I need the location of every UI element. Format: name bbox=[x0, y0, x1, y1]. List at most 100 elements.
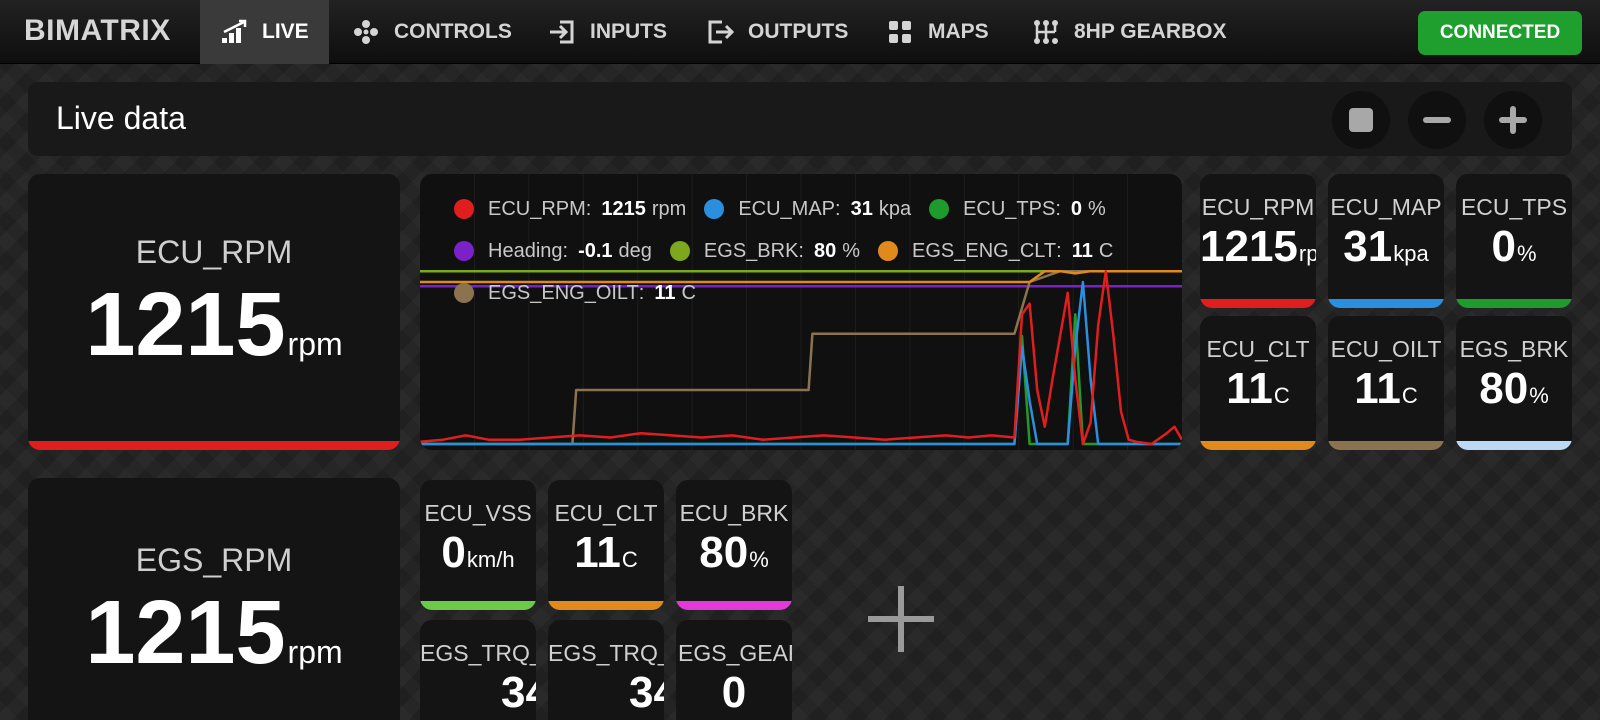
gauge-label: ECU_BRK bbox=[679, 500, 789, 526]
legend-series-unit: deg bbox=[618, 239, 652, 262]
legend-series-name: EGS_ENG_OILT bbox=[488, 281, 639, 304]
input-arrow-icon bbox=[548, 18, 576, 46]
legend-series-unit: kpa bbox=[878, 197, 912, 220]
gamepad-icon bbox=[352, 18, 380, 46]
gauge-color-bar bbox=[548, 601, 664, 610]
gauge-tile-ecu-clt-2[interactable]: ECU_CLT 11C bbox=[548, 480, 664, 610]
gauge-tile-ecu-rpm-small[interactable]: ECU_RPM 1215rpm bbox=[1200, 174, 1316, 308]
gauge-number: 0 bbox=[1491, 222, 1516, 271]
gauge-number: 1215 bbox=[85, 275, 286, 375]
series-line-egs-eng-oilt bbox=[420, 269, 1182, 446]
gauge-number: 11 bbox=[574, 528, 621, 577]
legend-item-egs-eng-oilt[interactable]: EGS_ENG_OILT:11 C bbox=[454, 282, 696, 305]
gauge-unit: % bbox=[1516, 241, 1537, 266]
nav-tab-controls[interactable]: CONTROLS bbox=[332, 0, 532, 64]
gauge-color-bar bbox=[1456, 299, 1572, 308]
legend-series-value: 1215 bbox=[601, 197, 646, 220]
gauge-tile-egs-rpm[interactable]: EGS_RPM 1215rpm bbox=[28, 478, 400, 720]
gauge-number: 34 bbox=[501, 668, 536, 717]
legend-item-heading[interactable]: Heading: -0.1 deg bbox=[454, 240, 652, 263]
gauge-label: EGS_RPM bbox=[135, 542, 293, 578]
gauge-tile-ecu-brk[interactable]: ECU_BRK 80% bbox=[676, 480, 792, 610]
legend-item-egs-brk[interactable]: EGS_BRK:80% bbox=[669, 239, 861, 263]
live-data-toolbar: Live data bbox=[28, 82, 1572, 156]
nav-tab-live[interactable]: LIVE bbox=[200, 0, 329, 64]
gauge-tile-ecu-tps[interactable]: ECU_TPS 0% bbox=[1456, 174, 1572, 308]
gauge-tile-egs-trq-2[interactable]: EGS_TRQ_ 34 bbox=[548, 620, 664, 720]
legend-series-name: ECU_MAP bbox=[738, 197, 836, 220]
gauge-tile-ecu-vss[interactable]: ECU_VSS 0km/h bbox=[420, 480, 536, 610]
legend-dot bbox=[454, 241, 474, 261]
gauge-unit: rpm bbox=[287, 634, 343, 670]
gauge-unit: % bbox=[749, 547, 769, 572]
gauge-number: 0 bbox=[721, 668, 747, 717]
nav-tab-maps[interactable]: MAPS bbox=[866, 0, 1009, 64]
gauge-unit: kpa bbox=[1393, 241, 1429, 266]
legend-dot bbox=[669, 241, 690, 261]
gauge-value: 1215rpm bbox=[28, 274, 400, 377]
gauge-unit: rpm bbox=[287, 326, 343, 362]
nav-tab-outputs[interactable]: OUTPUTS bbox=[686, 0, 868, 64]
gauge-value: 80% bbox=[676, 528, 792, 578]
legend-item-ecu-rpm[interactable]: ECU_RPM:1215 rpm bbox=[454, 198, 686, 221]
gauge-label: EGS_TRQ_ bbox=[548, 640, 664, 666]
gauge-tile-egs-brk[interactable]: EGS_BRK 80% bbox=[1456, 316, 1572, 450]
gauge-tile-ecu-clt[interactable]: ECU_CLT 11C bbox=[1200, 316, 1316, 450]
gauge-color-bar bbox=[1456, 441, 1572, 450]
gauge-number: 11 bbox=[1354, 364, 1401, 413]
brand-logo[interactable]: BIMATRIX bbox=[24, 14, 171, 47]
gauge-tile-ecu-map[interactable]: ECU_MAP 31kpa bbox=[1328, 174, 1444, 308]
signal-bars-icon bbox=[220, 18, 248, 46]
gauge-color-bar bbox=[1328, 299, 1444, 308]
plus-icon bbox=[868, 586, 934, 652]
gauge-number: 1215 bbox=[85, 583, 286, 683]
plus-icon bbox=[1499, 106, 1527, 134]
legend-dot bbox=[704, 199, 725, 219]
legend-series-unit: % bbox=[842, 239, 861, 262]
gauge-value: 0km/h bbox=[420, 528, 536, 578]
gauge-label: ECU_VSS bbox=[424, 500, 532, 526]
gauge-value: 31kpa bbox=[1328, 222, 1444, 272]
gauge-tile-ecu-rpm[interactable]: ECU_RPM 1215rpm bbox=[28, 174, 400, 450]
nav-tab-inputs[interactable]: INPUTS bbox=[528, 0, 687, 64]
page-title: Live data bbox=[56, 100, 186, 136]
legend-item-egs-eng-clt[interactable]: EGS_ENG_CLT:11 C bbox=[878, 240, 1113, 263]
legend-dot bbox=[929, 199, 950, 219]
nav-tab-8hp-gearbox[interactable]: 8HP GEARBOX bbox=[1012, 0, 1247, 64]
gauge-label: ECU_OILT bbox=[1330, 336, 1442, 362]
zoom-out-button[interactable] bbox=[1408, 91, 1466, 149]
gauge-value: 1215rpm bbox=[1200, 222, 1316, 272]
chart-legend: ECU_RPM:1215 rpm ECU_MAP:31 kpa ECU_TPS:0%… bbox=[454, 188, 1174, 314]
gauge-unit: C bbox=[621, 547, 638, 572]
legend-dot bbox=[878, 241, 899, 261]
gauge-value: 80% bbox=[1456, 364, 1572, 414]
stop-icon bbox=[1349, 108, 1373, 132]
stop-button[interactable] bbox=[1332, 91, 1390, 149]
nav-tab-maps-label: MAPS bbox=[928, 20, 989, 43]
gauge-tile-egs-gear[interactable]: EGS_GEAR 0 bbox=[676, 620, 792, 720]
gauge-label: ECU_CLT bbox=[1206, 336, 1310, 362]
gauge-color-bar bbox=[1328, 441, 1444, 450]
legend-series-value: 80 bbox=[813, 239, 837, 262]
legend-row: ECU_RPM:1215 rpm ECU_MAP:31 kpa ECU_TPS:0% bbox=[454, 188, 1174, 230]
legend-item-ecu-map[interactable]: ECU_MAP:31 kpa bbox=[704, 198, 911, 221]
legend-series-unit: rpm bbox=[651, 197, 687, 220]
gauge-tile-ecu-oilt[interactable]: ECU_OILT 11C bbox=[1328, 316, 1444, 450]
output-arrow-icon bbox=[706, 18, 734, 46]
live-line-chart[interactable]: ECU_RPM:1215 rpm ECU_MAP:31 kpa ECU_TPS:0%… bbox=[420, 174, 1182, 450]
zoom-in-button[interactable] bbox=[1484, 91, 1542, 149]
gauge-tile-egs-trq-1[interactable]: EGS_TRQ_ 34 bbox=[420, 620, 536, 720]
series-line-egs-eng-clt bbox=[420, 269, 1182, 284]
gauge-label: EGS_GEAR bbox=[678, 640, 792, 666]
gauge-value: 0 bbox=[676, 668, 792, 718]
legend-series-name: ECU_TPS bbox=[963, 197, 1056, 220]
legend-item-ecu-tps[interactable]: ECU_TPS:0% bbox=[929, 198, 1106, 221]
gauge-color-bar bbox=[676, 601, 792, 610]
gauge-number: 80 bbox=[1479, 364, 1529, 413]
add-gauge-button[interactable] bbox=[866, 584, 936, 654]
gauge-label: EGS_BRK bbox=[1459, 336, 1569, 362]
gauge-unit: C bbox=[1273, 383, 1290, 408]
gauge-label: ECU_RPM bbox=[1201, 194, 1315, 220]
connection-status-button[interactable]: CONNECTED bbox=[1418, 11, 1582, 55]
gauge-value: 1215rpm bbox=[28, 582, 400, 685]
